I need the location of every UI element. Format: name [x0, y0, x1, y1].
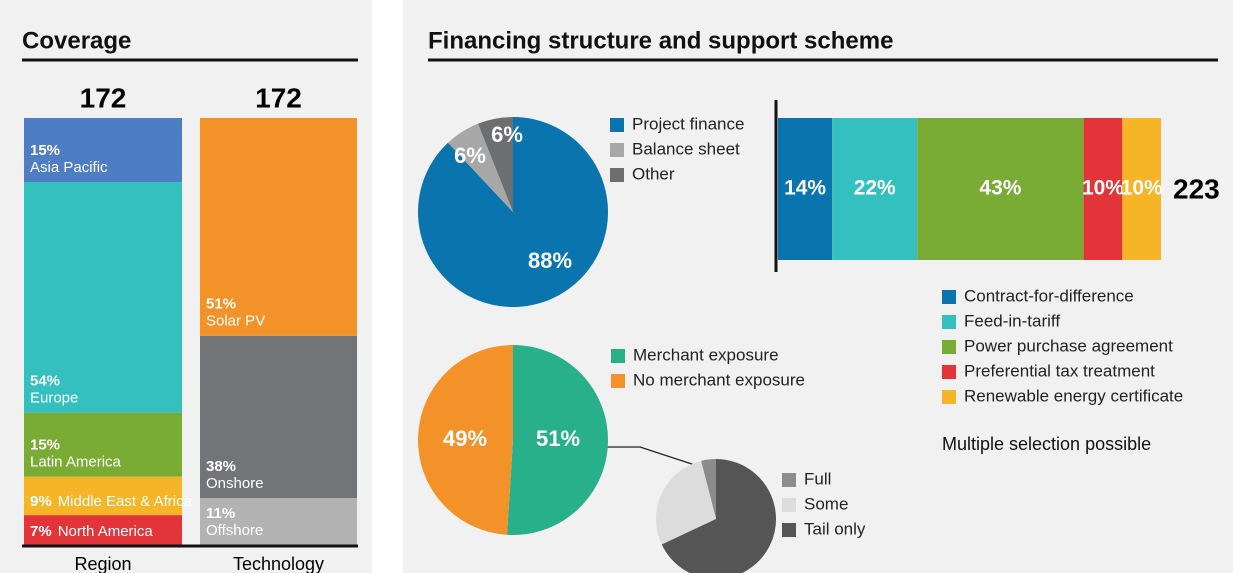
slice [656, 460, 716, 545]
slice [507, 345, 608, 535]
heading: Financing structure and support scheme [428, 27, 893, 54]
segment [24, 182, 182, 413]
legend-swatch [610, 118, 624, 132]
total: 172 [255, 82, 302, 113]
x-label: Region [74, 554, 131, 573]
value-label: 14% [784, 177, 826, 200]
segment [200, 118, 357, 336]
value-label: 51% [536, 426, 580, 451]
legend-label: Feed-in-tariff [964, 311, 1060, 330]
legend-label: Full [804, 469, 831, 488]
total: 172 [80, 82, 127, 113]
legend-swatch [782, 473, 796, 487]
segment [24, 515, 182, 545]
legend-label: Project finance [632, 114, 744, 133]
segment-label: North America [58, 523, 154, 540]
legend-swatch [942, 290, 956, 304]
slice [417, 345, 513, 535]
segment-label: Latin America [30, 454, 122, 471]
value-label: 38% [206, 458, 236, 475]
segment [917, 118, 1084, 260]
heading: Coverage [22, 27, 131, 54]
value-label: 51% [206, 296, 236, 313]
value-label: 88% [528, 248, 572, 273]
slice [701, 459, 716, 519]
segment-label: Europe [30, 390, 78, 407]
legend-label: Power purchase agreement [964, 336, 1173, 355]
value-label: 6% [454, 143, 486, 168]
slice [661, 459, 776, 573]
segment [24, 118, 182, 183]
value-label: 11% [206, 505, 235, 522]
value-label: 43% [979, 177, 1021, 200]
legend-label: Tail only [804, 519, 866, 538]
segment [24, 412, 182, 477]
value-label: 9% [30, 493, 52, 510]
note: Multiple selection possible [942, 434, 1151, 454]
legend-swatch [611, 374, 625, 388]
value-label: 15% [30, 437, 60, 454]
legend-label: Preferential tax treatment [964, 361, 1155, 380]
legend-swatch [942, 315, 956, 329]
segment [24, 476, 182, 516]
legend-swatch [942, 340, 956, 354]
legend-swatch [611, 349, 625, 363]
segment [200, 335, 357, 499]
segment [832, 118, 918, 260]
legend-label: No merchant exposure [633, 370, 805, 389]
legend-swatch [782, 523, 796, 537]
value-label: 10% [1082, 177, 1124, 200]
segment-label: Middle East & Africa [58, 493, 193, 510]
segment-label: Onshore [206, 475, 264, 492]
value-label: 49% [443, 426, 487, 451]
segment [200, 498, 357, 545]
segment [1083, 118, 1123, 260]
legend-swatch [610, 168, 624, 182]
value-label: 22% [854, 177, 896, 200]
legend-swatch [610, 143, 624, 157]
legend-swatch [942, 365, 956, 379]
x-label: Technology [233, 554, 324, 573]
legend-label: Merchant exposure [633, 345, 779, 364]
segment-label: Asia Pacific [30, 159, 108, 176]
value-label: 7% [30, 523, 52, 540]
slice [447, 123, 513, 212]
slice [418, 117, 609, 307]
slice [478, 117, 513, 212]
legend-label: Some [804, 494, 848, 513]
value-label: 15% [30, 142, 60, 159]
connector [596, 446, 705, 469]
total: 223 [1173, 173, 1220, 204]
legend-label: Contract-for-difference [964, 286, 1134, 305]
legend-label: Other [632, 164, 675, 183]
legend-label: Renewable energy certificate [964, 386, 1183, 405]
value-label: 6% [491, 122, 523, 147]
value-label: 10% [1121, 177, 1163, 200]
segment [778, 118, 833, 260]
segment [1122, 118, 1161, 260]
legend-label: Balance sheet [632, 139, 740, 158]
segment-label: Solar PV [206, 313, 265, 330]
segment-label: Offshore [206, 522, 263, 539]
value-label: 54% [30, 373, 60, 390]
legend-swatch [942, 390, 956, 404]
legend-swatch [782, 498, 796, 512]
